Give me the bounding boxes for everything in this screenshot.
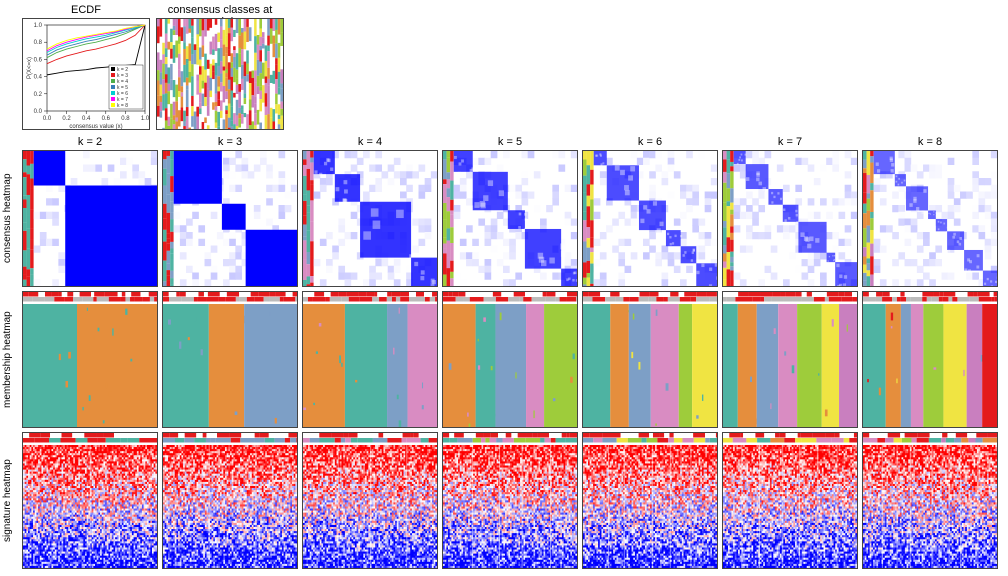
membership-heatmap-k6 <box>582 291 718 428</box>
consensus-classes-panel <box>156 18 284 130</box>
membership-heatmap-k5 <box>442 291 578 428</box>
signature-heatmap-k4 <box>302 432 438 569</box>
membership-heatmap-k7 <box>722 291 858 428</box>
consensus-heatmap-k2 <box>22 150 158 287</box>
signature-heatmap-k5 <box>442 432 578 569</box>
svg-text:0.4: 0.4 <box>34 75 43 81</box>
k-label: k = 6 <box>582 136 718 148</box>
svg-text:1.0: 1.0 <box>34 23 43 29</box>
consensus-heatmap-k3 <box>162 150 298 287</box>
svg-text:0.6: 0.6 <box>34 57 43 63</box>
svg-text:consensus value (x): consensus value (x) <box>69 124 122 129</box>
k-label: k = 7 <box>722 136 858 148</box>
ecdf-title: ECDF <box>22 4 150 16</box>
row-label-signature: signature heatmap <box>2 432 16 569</box>
svg-text:0.4: 0.4 <box>82 116 91 122</box>
consensus-heatmap-k6 <box>582 150 718 287</box>
signature-heatmap-k7 <box>722 432 858 569</box>
ecdf-panel: 0.0 0.2 0.4 0.6 0.8 1.0 0.0 0.2 0.4 0.6 0.8 1.0 cons… <box>22 18 150 130</box>
svg-text:k = 8: k = 8 <box>117 103 128 109</box>
svg-text:1.0: 1.0 <box>141 116 149 122</box>
k-label: k = 5 <box>442 136 578 148</box>
signature-heatmap-k6 <box>582 432 718 569</box>
signature-heatmap-k3 <box>162 432 298 569</box>
k-label: k = 3 <box>162 136 298 148</box>
svg-text:0.0: 0.0 <box>34 109 43 115</box>
membership-heatmap-k3 <box>162 291 298 428</box>
consensus-heatmap-k5 <box>442 150 578 287</box>
signature-heatmap-k2 <box>22 432 158 569</box>
svg-text:0.6: 0.6 <box>102 116 111 122</box>
k-label: k = 4 <box>302 136 438 148</box>
svg-text:0.8: 0.8 <box>121 116 130 122</box>
k-label: k = 2 <box>22 136 158 148</box>
row-label-consensus: consensus heatmap <box>2 150 16 287</box>
svg-text:0.0: 0.0 <box>43 116 52 122</box>
svg-text:0.2: 0.2 <box>34 92 43 98</box>
consensus-heatmap-k4 <box>302 150 438 287</box>
consensus-heatmap-k8 <box>862 150 998 287</box>
svg-text:0.8: 0.8 <box>34 40 43 46</box>
membership-heatmap-k8 <box>862 291 998 428</box>
signature-heatmap-k8 <box>862 432 998 569</box>
membership-heatmap-k4 <box>302 291 438 428</box>
membership-heatmap-k2 <box>22 291 158 428</box>
svg-text:0.2: 0.2 <box>62 116 71 122</box>
row-label-membership: membership heatmap <box>2 291 16 428</box>
consensus-heatmap-k7 <box>722 150 858 287</box>
svg-text:P(X<=x): P(X<=x) <box>27 57 33 79</box>
k-label: k = 8 <box>862 136 998 148</box>
